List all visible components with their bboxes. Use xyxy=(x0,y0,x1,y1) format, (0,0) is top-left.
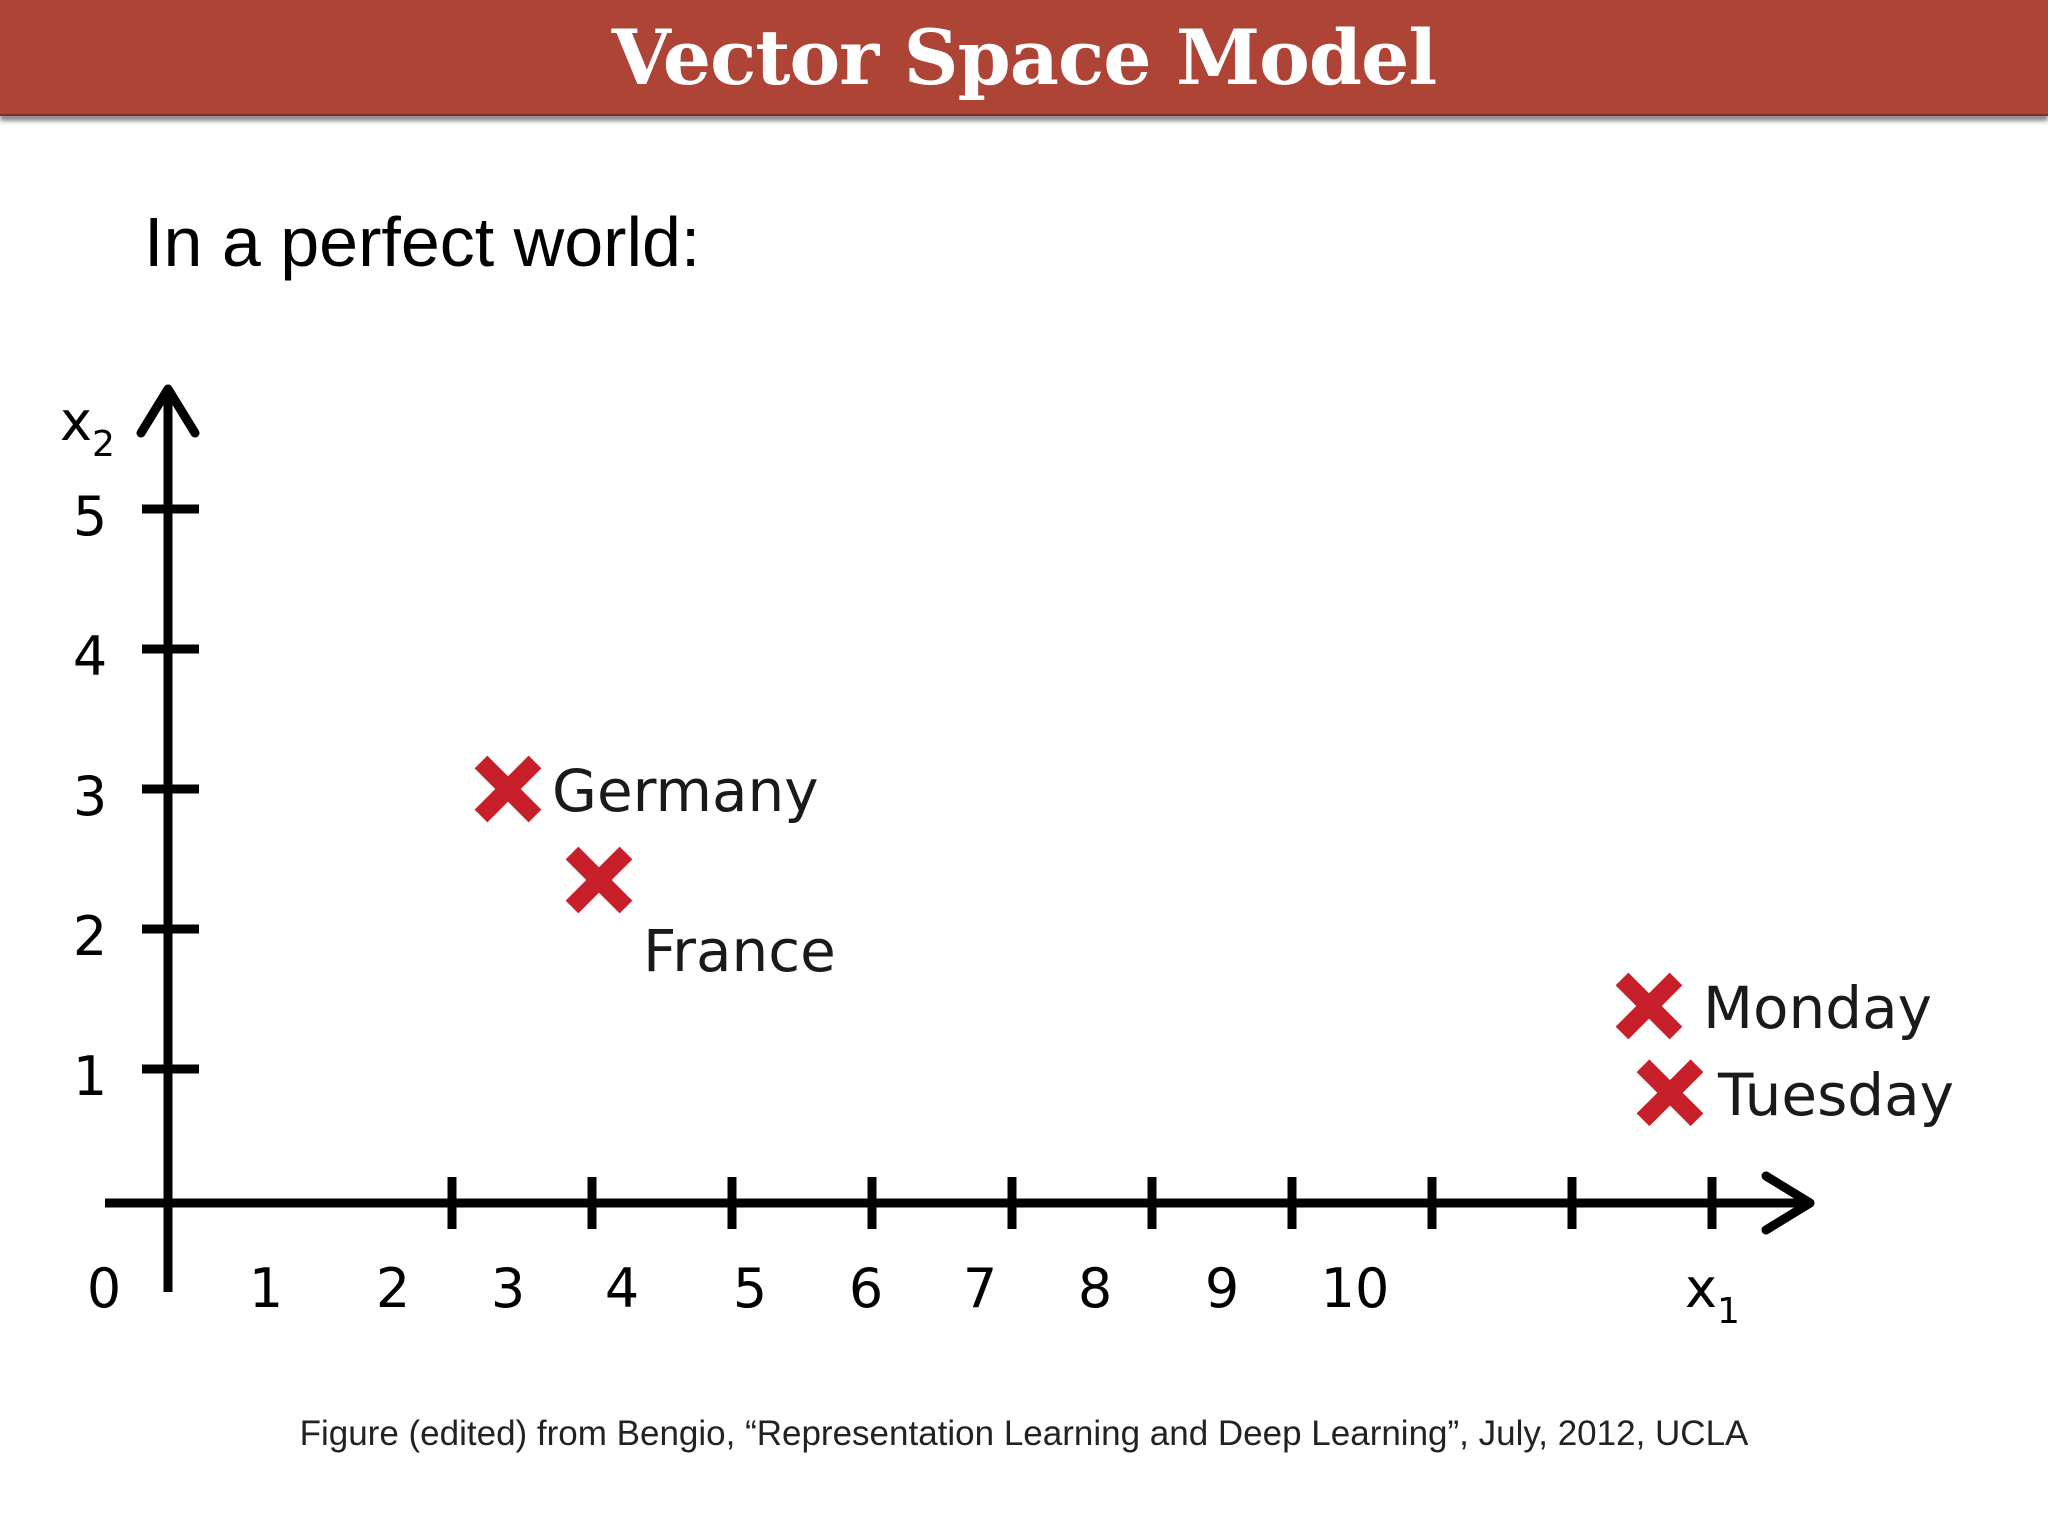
y-tick-label: 1 xyxy=(73,1045,107,1108)
x-tick-label: 2 xyxy=(376,1257,410,1320)
x-marker-stroke xyxy=(474,755,542,823)
x-tick-label: 6 xyxy=(849,1257,883,1320)
x-axis-label: x1 xyxy=(1685,1257,1740,1332)
x-axis-arrow xyxy=(1761,1171,1815,1235)
chart-ticks: 0 1 2 3 4 5 6 7 8 9 10 1 2 3 4 5 xyxy=(73,485,1717,1320)
x-marker-stroke xyxy=(1636,1059,1704,1127)
x-marker-stroke xyxy=(1615,972,1683,1040)
x-tick-label: 4 xyxy=(605,1257,639,1320)
x-tick-label: 10 xyxy=(1321,1257,1390,1320)
y-tick-label: 5 xyxy=(73,485,107,548)
chart-axes: x1 x2 xyxy=(60,384,1815,1332)
data-point-germany: Germany xyxy=(474,755,819,825)
vector-space-chart: x1 x2 0 1 2 3 4 5 6 7 8 9 10 1 2 3 4 5 Germany France Mond… xyxy=(60,384,1954,1332)
slide-subtitle: In a perfect world: xyxy=(144,203,701,281)
y-axis-arrow xyxy=(136,384,200,438)
title-bar: Vector Space Model xyxy=(0,0,2048,116)
x-tick-label: 7 xyxy=(963,1257,997,1320)
data-point-france: France xyxy=(565,846,836,985)
x-tick-label: 5 xyxy=(733,1257,767,1320)
point-label: France xyxy=(643,917,836,985)
figure-caption: Figure (edited) from Bengio, “Representa… xyxy=(299,1414,1749,1453)
x-tick-label: 3 xyxy=(491,1257,525,1320)
y-tick-label: 3 xyxy=(73,765,107,828)
y-axis-label-subscript: 2 xyxy=(92,424,115,465)
y-axis-label: x2 xyxy=(60,390,115,465)
x-axis-label-subscript: 1 xyxy=(1717,1291,1740,1332)
data-point-monday: Monday xyxy=(1615,972,1932,1042)
point-label: Germany xyxy=(552,757,819,825)
data-point-tuesday: Tuesday xyxy=(1636,1059,1954,1129)
y-tick-label: 4 xyxy=(73,625,107,688)
slide-title: Vector Space Model xyxy=(611,13,1437,102)
x-tick-label: 9 xyxy=(1205,1257,1239,1320)
y-tick-label: 2 xyxy=(73,905,107,968)
x-tick-label: 1 xyxy=(249,1257,283,1320)
chart-points: Germany France Monday Tuesday xyxy=(474,755,1954,1129)
point-label: Monday xyxy=(1703,974,1932,1042)
x-marker-stroke xyxy=(565,846,633,914)
origin-label: 0 xyxy=(87,1257,121,1320)
point-label: Tuesday xyxy=(1717,1061,1954,1129)
x-tick-label: 8 xyxy=(1078,1257,1112,1320)
